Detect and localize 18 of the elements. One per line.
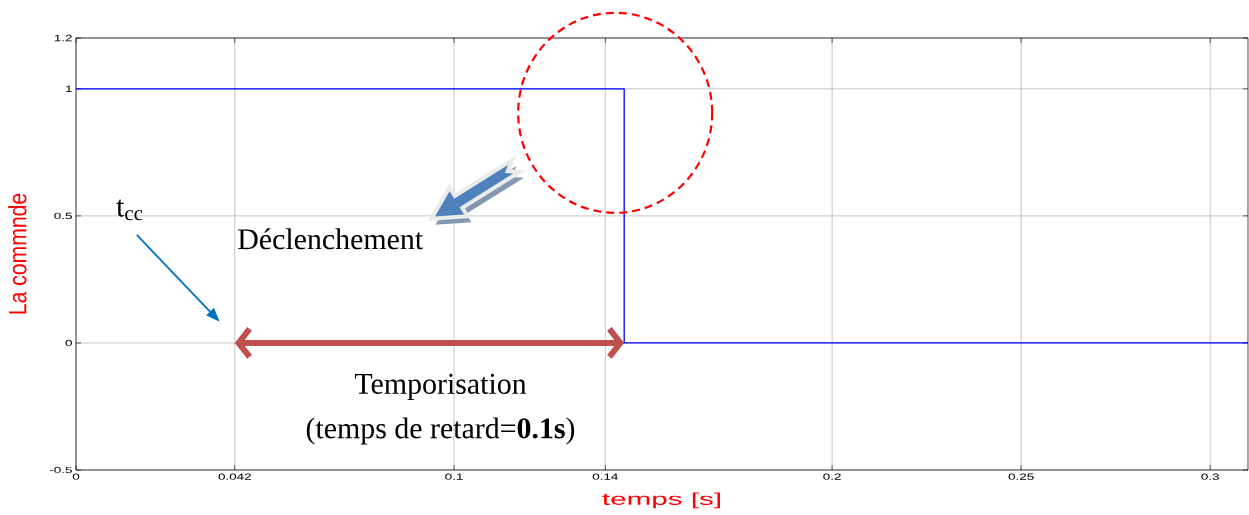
y-tick-label: 1.2: [54, 34, 72, 42]
y-tick-label: 0: [65, 339, 72, 347]
y-axis-title: La commnde: [8, 193, 27, 314]
x-tick-label: 0.1: [445, 473, 463, 480]
y-tick-label: 1: [66, 85, 72, 92]
y-tick-label: 0.5: [54, 212, 72, 220]
annotation: t$_{cc}$: [116, 199, 143, 221]
y-tick-label: -0.5: [49, 466, 72, 474]
x-axis-title: temps [s]: [602, 492, 720, 509]
annotation: Déclenchement: [238, 228, 423, 250]
x-tick-label: 0.2: [823, 473, 841, 480]
x-tick-label: 0.14: [592, 473, 618, 480]
x-tick-label: 0: [72, 473, 80, 480]
x-tick-label: 0.3: [1201, 473, 1219, 480]
annotation: (temps de retard=0.1s): [306, 417, 575, 445]
x-tick-label: 0.25: [1008, 473, 1034, 480]
x-tick-label: 0.042: [218, 473, 251, 480]
annotation: Temporisation: [354, 373, 527, 401]
